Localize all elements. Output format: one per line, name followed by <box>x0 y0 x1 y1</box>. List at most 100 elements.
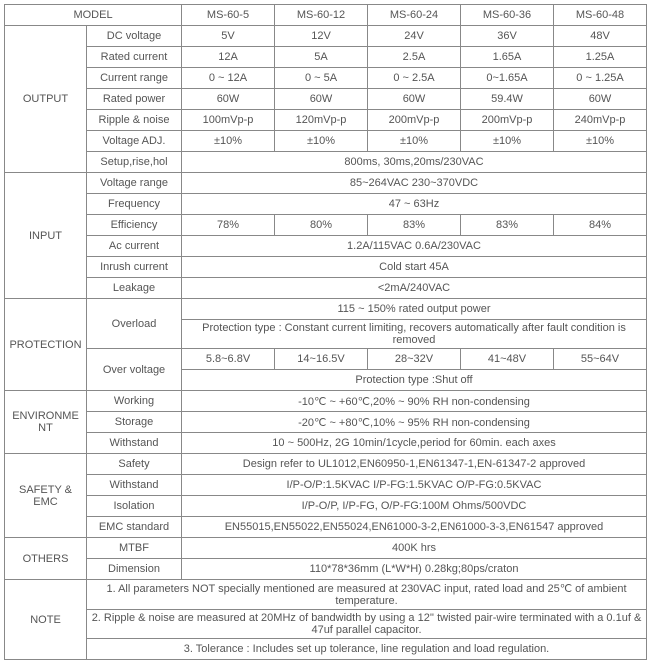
row-overload-1: PROTECTION Overload 115 ~ 150% rated out… <box>5 299 647 320</box>
val: 83% <box>368 215 461 236</box>
val: ±10% <box>461 131 554 152</box>
row-mtbf: OTHERS MTBF 400K hrs <box>5 538 647 559</box>
row-inrush-current: Inrush current Cold start 45A <box>5 257 647 278</box>
val: 400K hrs <box>182 538 647 559</box>
section-output: OUTPUT <box>5 26 87 173</box>
row-note-3: 3. Tolerance : Includes set up tolerance… <box>5 639 647 660</box>
val: EN55015,EN55022,EN55024,EN61000-3-2,EN61… <box>182 517 647 538</box>
row-note-2: 2. Ripple & noise are measured at 20MHz … <box>5 610 647 639</box>
row-dimension: Dimension 110*78*36mm (L*W*H) 0.28kg;80p… <box>5 559 647 580</box>
val: Design refer to UL1012,EN60950-1,EN61347… <box>182 454 647 475</box>
val-setup: 800ms, 30ms,20ms/230VAC <box>182 152 647 173</box>
label-env-withstand: Withstand <box>87 433 182 454</box>
val: 120mVp-p <box>275 110 368 131</box>
label-leakage: Leakage <box>87 278 182 299</box>
val: 48V <box>554 26 647 47</box>
val: 36V <box>461 26 554 47</box>
row-setup: Setup,rise,hol 800ms, 30ms,20ms/230VAC <box>5 152 647 173</box>
label-over-voltage: Over voltage <box>87 349 182 391</box>
val: Protection type :Shut off <box>182 370 647 391</box>
row-over-voltage-1: Over voltage 5.8~6.8V 14~16.5V 28~32V 41… <box>5 349 647 370</box>
label-rated-power: Rated power <box>87 89 182 110</box>
val: 60W <box>368 89 461 110</box>
val: 0 ~ 12A <box>182 68 275 89</box>
row-working: ENVIRONMENT Working -10℃ ~ +60℃,20% ~ 90… <box>5 391 647 412</box>
val: 1.65A <box>461 47 554 68</box>
row-current-range: Current range 0 ~ 12A 0 ~ 5A 0 ~ 2.5A 0~… <box>5 68 647 89</box>
label-working: Working <box>87 391 182 412</box>
row-env-withstand: Withstand 10 ~ 500Hz, 2G 10min/1cycle,pe… <box>5 433 647 454</box>
section-input: INPUT <box>5 173 87 299</box>
val: 55~64V <box>554 349 647 370</box>
row-dc-voltage: OUTPUT DC voltage 5V 12V 24V 36V 48V <box>5 26 647 47</box>
label-current-range: Current range <box>87 68 182 89</box>
row-se-withstand: Withstand I/P-O/P:1.5KVAC I/P-FG:1.5KVAC… <box>5 475 647 496</box>
row-isolation: Isolation I/P-O/P, I/P-FG, O/P-FG:100M O… <box>5 496 647 517</box>
val: ±10% <box>368 131 461 152</box>
note-1: 1. All parameters NOT specially mentione… <box>87 580 647 610</box>
label-isolation: Isolation <box>87 496 182 517</box>
section-safety-emc: SAFETY & EMC <box>5 454 87 538</box>
spec-table: MODEL MS-60-5 MS-60-12 MS-60-24 MS-60-36… <box>4 4 647 660</box>
row-efficiency: Efficiency 78% 80% 83% 83% 84% <box>5 215 647 236</box>
val: 78% <box>182 215 275 236</box>
label-setup: Setup,rise,hol <box>87 152 182 173</box>
val: 200mVp-p <box>461 110 554 131</box>
row-voltage-range: INPUT Voltage range 85~264VAC 230~370VDC <box>5 173 647 194</box>
val: 83% <box>461 215 554 236</box>
val: 41~48V <box>461 349 554 370</box>
label-voltage-adj: Voltage ADJ. <box>87 131 182 152</box>
label-emc: EMC standard <box>87 517 182 538</box>
row-safety: SAFETY & EMC Safety Design refer to UL10… <box>5 454 647 475</box>
val: 0 ~ 2.5A <box>368 68 461 89</box>
label-se-withstand: Withstand <box>87 475 182 496</box>
label-ripple-noise: Ripple & noise <box>87 110 182 131</box>
header-row: MODEL MS-60-5 MS-60-12 MS-60-24 MS-60-36… <box>5 5 647 26</box>
val: 2.5A <box>368 47 461 68</box>
label-dimension: Dimension <box>87 559 182 580</box>
label-efficiency: Efficiency <box>87 215 182 236</box>
val: 47 ~ 63Hz <box>182 194 647 215</box>
cell-col-3: MS-60-36 <box>461 5 554 26</box>
label-inrush-current: Inrush current <box>87 257 182 278</box>
val: ±10% <box>182 131 275 152</box>
row-frequency: Frequency 47 ~ 63Hz <box>5 194 647 215</box>
val: 84% <box>554 215 647 236</box>
val: 80% <box>275 215 368 236</box>
val: 60W <box>182 89 275 110</box>
label-storage: Storage <box>87 412 182 433</box>
val: 12V <box>275 26 368 47</box>
label-rated-current: Rated current <box>87 47 182 68</box>
val: 59.4W <box>461 89 554 110</box>
val: 0~1.65A <box>461 68 554 89</box>
val: ±10% <box>554 131 647 152</box>
val: I/P-O/P, I/P-FG, O/P-FG:100M Ohms/500VDC <box>182 496 647 517</box>
val: Protection type : Constant current limit… <box>182 320 647 349</box>
label-safety: Safety <box>87 454 182 475</box>
val: ±10% <box>275 131 368 152</box>
section-environment: ENVIRONMENT <box>5 391 87 454</box>
cell-col-0: MS-60-5 <box>182 5 275 26</box>
val: 5A <box>275 47 368 68</box>
label-dc-voltage: DC voltage <box>87 26 182 47</box>
cell-col-4: MS-60-48 <box>554 5 647 26</box>
val: 12A <box>182 47 275 68</box>
val: 10 ~ 500Hz, 2G 10min/1cycle,period for 6… <box>182 433 647 454</box>
row-emc: EMC standard EN55015,EN55022,EN55024,EN6… <box>5 517 647 538</box>
label-overload: Overload <box>87 299 182 349</box>
val: 14~16.5V <box>275 349 368 370</box>
note-2: 2. Ripple & noise are measured at 20MHz … <box>87 610 647 639</box>
val: 200mVp-p <box>368 110 461 131</box>
val: 240mVp-p <box>554 110 647 131</box>
cell-col-2: MS-60-24 <box>368 5 461 26</box>
row-ac-current: Ac current 1.2A/115VAC 0.6A/230VAC <box>5 236 647 257</box>
val: 115 ~ 150% rated output power <box>182 299 647 320</box>
label-ac-current: Ac current <box>87 236 182 257</box>
row-voltage-adj: Voltage ADJ. ±10% ±10% ±10% ±10% ±10% <box>5 131 647 152</box>
section-protection: PROTECTION <box>5 299 87 391</box>
val: <2mA/240VAC <box>182 278 647 299</box>
section-others: OTHERS <box>5 538 87 580</box>
label-mtbf: MTBF <box>87 538 182 559</box>
val: 0 ~ 1.25A <box>554 68 647 89</box>
val: Cold start 45A <box>182 257 647 278</box>
